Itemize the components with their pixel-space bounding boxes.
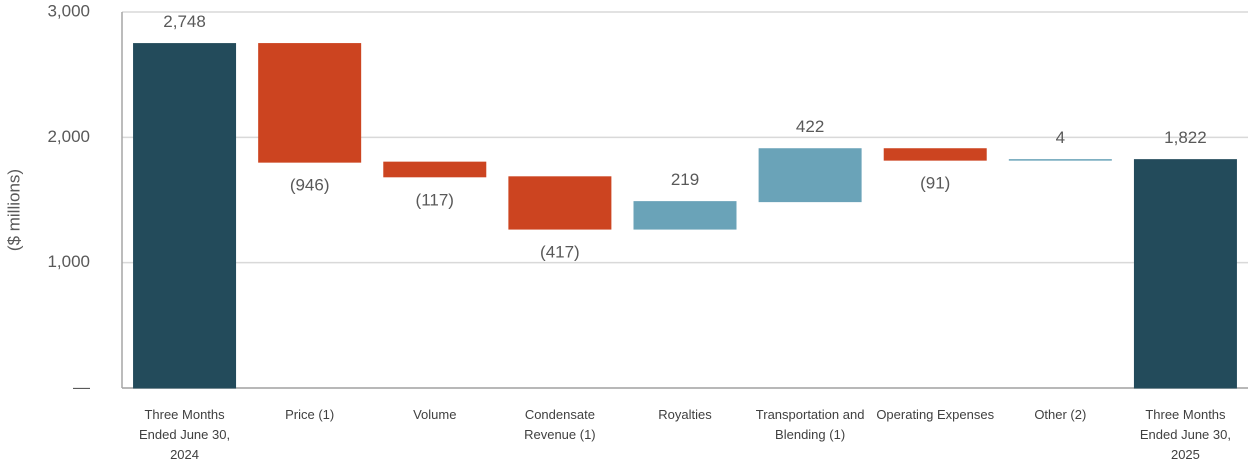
bar (883, 148, 987, 161)
bar (133, 43, 237, 389)
bar (758, 148, 862, 203)
x-tick-label: Volume (413, 407, 457, 422)
x-tick-label: Other (2) (1034, 407, 1087, 422)
value-label: 1,822 (1164, 128, 1207, 147)
x-tick-label: Three Months Ended June 30, 2025 (1139, 407, 1231, 460)
bar (1008, 159, 1112, 161)
value-label: 422 (796, 117, 824, 136)
y-tick-label: 3,000 (47, 1, 90, 20)
bar (508, 176, 612, 230)
y-tick-label: 2,000 (47, 127, 90, 146)
y-tick-label: — (73, 377, 90, 396)
value-label: (946) (290, 176, 330, 195)
value-label: (91) (920, 174, 950, 193)
x-tick-label: Condensate Revenue (1) (524, 407, 596, 442)
bar (258, 43, 362, 163)
x-tick-label: Royalties (658, 407, 712, 422)
bar (633, 201, 737, 230)
value-label: (417) (540, 243, 580, 262)
x-tick-label: Transportation and Blending (1) (755, 407, 865, 442)
value-label: (117) (416, 190, 454, 209)
x-tick-label: Price (1) (285, 407, 335, 422)
x-tick-label: Operating Expenses (876, 407, 995, 422)
x-tick-label: Three Months Ended June 30, 2024 (139, 407, 231, 460)
bar (1133, 159, 1237, 389)
value-label: 219 (671, 170, 699, 189)
value-label: 2,748 (163, 12, 206, 31)
y-axis-title: ($ millions) (4, 169, 23, 251)
value-label: 4 (1056, 128, 1065, 147)
y-tick-label: 1,000 (47, 252, 90, 271)
bar (383, 161, 487, 178)
